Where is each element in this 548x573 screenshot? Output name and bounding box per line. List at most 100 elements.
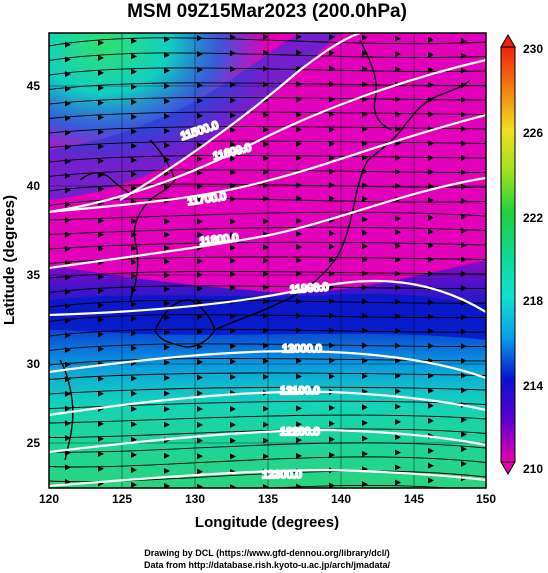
wind-arrow xyxy=(263,342,269,349)
wind-arrow xyxy=(362,404,368,411)
wind-arrow xyxy=(98,345,104,352)
wind-arrow xyxy=(230,169,236,176)
wind-arrow xyxy=(164,83,170,90)
wind-arrow xyxy=(197,196,203,203)
wind-arrow xyxy=(230,244,236,251)
streamline xyxy=(49,358,486,366)
wind-arrow xyxy=(98,157,104,164)
wind-arrow xyxy=(461,111,467,118)
wind-arrow xyxy=(362,357,368,364)
wind-arrow xyxy=(296,195,302,202)
plot-frame xyxy=(48,32,487,489)
wind-arrow xyxy=(65,288,71,295)
wind-arrow xyxy=(395,313,401,320)
wind-arrow xyxy=(197,112,203,119)
wind-arrow xyxy=(164,406,170,413)
credit-drawing: Drawing by DCL (https://www.gfd-dennou.o… xyxy=(144,548,390,558)
contour-label: 12100.0 xyxy=(280,385,320,397)
wind-arrow xyxy=(230,313,236,320)
wind-arrow xyxy=(131,113,137,120)
wind-arrow xyxy=(329,126,335,133)
wind-arrow xyxy=(329,81,335,88)
wind-arrow xyxy=(329,312,335,319)
wind-arrow xyxy=(461,154,467,161)
wind-arrow xyxy=(296,498,302,504)
wind-arrow xyxy=(296,81,302,88)
colorbar-gradient xyxy=(500,46,516,463)
wind-arrow xyxy=(197,66,203,73)
wind-arrow xyxy=(164,344,170,351)
streamline xyxy=(49,82,486,90)
streamline xyxy=(49,343,486,351)
wind-arrow xyxy=(197,97,203,104)
y-tick-label: 35 xyxy=(27,268,41,282)
wind-arrow xyxy=(395,327,401,334)
wind-arrow xyxy=(131,301,137,308)
wind-arrow xyxy=(296,312,302,319)
wind-arrow xyxy=(461,314,467,321)
wind-arrow xyxy=(395,449,401,456)
wind-arrow xyxy=(98,316,104,323)
wind-arrow xyxy=(296,270,302,277)
wind-arrow xyxy=(164,374,170,381)
streamline xyxy=(49,140,486,148)
wind-arrow xyxy=(131,467,137,474)
wind-arrow xyxy=(131,142,137,149)
wind-arrow xyxy=(461,213,467,220)
wind-arrow xyxy=(362,154,368,161)
wind-arrow xyxy=(197,406,203,413)
wind-arrow xyxy=(263,257,269,264)
wind-arrow xyxy=(461,372,467,379)
wind-arrow xyxy=(428,228,434,235)
wind-arrow xyxy=(362,111,368,118)
streamline xyxy=(49,414,486,424)
wind-arrow xyxy=(461,270,467,277)
wind-arrow xyxy=(362,342,368,349)
wind-arrow xyxy=(230,343,236,350)
wind-arrow xyxy=(461,256,467,263)
wind-arrow xyxy=(65,41,71,48)
wind-arrow xyxy=(131,68,137,75)
wind-arrow xyxy=(461,299,467,306)
wind-arrow xyxy=(461,285,467,292)
wind-arrow xyxy=(230,358,236,365)
wind-arrow xyxy=(395,434,401,441)
wind-arrow xyxy=(131,157,137,164)
wind-arrow xyxy=(296,182,302,189)
wind-arrow xyxy=(461,169,467,176)
wind-arrow xyxy=(164,421,170,428)
height-contour xyxy=(49,113,486,214)
wind-arrow xyxy=(65,201,71,208)
x-tick-label: 145 xyxy=(404,492,424,506)
wind-arrow xyxy=(362,50,368,57)
wind-arrow xyxy=(230,50,236,57)
wind-arrow xyxy=(296,284,302,291)
wind-arrow xyxy=(263,49,269,56)
colorbar-tick: 230 xyxy=(523,42,543,56)
wind-arrow xyxy=(362,81,368,88)
streamline xyxy=(49,400,486,409)
wind-arrow xyxy=(98,435,104,442)
wind-arrow xyxy=(197,35,203,42)
wind-arrow xyxy=(131,436,137,443)
wind-arrow xyxy=(296,154,302,161)
wind-arrow xyxy=(362,327,368,334)
wind-arrow xyxy=(296,357,302,364)
wind-arrow xyxy=(395,168,401,175)
wind-arrow xyxy=(197,141,203,148)
wind-arrow xyxy=(164,272,170,279)
wind-arrow xyxy=(263,168,269,175)
wind-arrow xyxy=(65,100,71,107)
x-tick-label: 125 xyxy=(112,492,132,506)
wind-arrow xyxy=(395,66,401,73)
wind-arrow xyxy=(197,421,203,428)
wind-arrow xyxy=(230,97,236,104)
wind-arrow xyxy=(197,258,203,265)
wind-arrow xyxy=(131,451,137,458)
wind-arrow xyxy=(362,419,368,426)
wind-arrow xyxy=(395,96,401,103)
wind-arrow xyxy=(230,231,236,238)
wind-arrow xyxy=(329,404,335,411)
wind-arrow xyxy=(263,284,269,291)
wind-arrow xyxy=(395,229,401,236)
